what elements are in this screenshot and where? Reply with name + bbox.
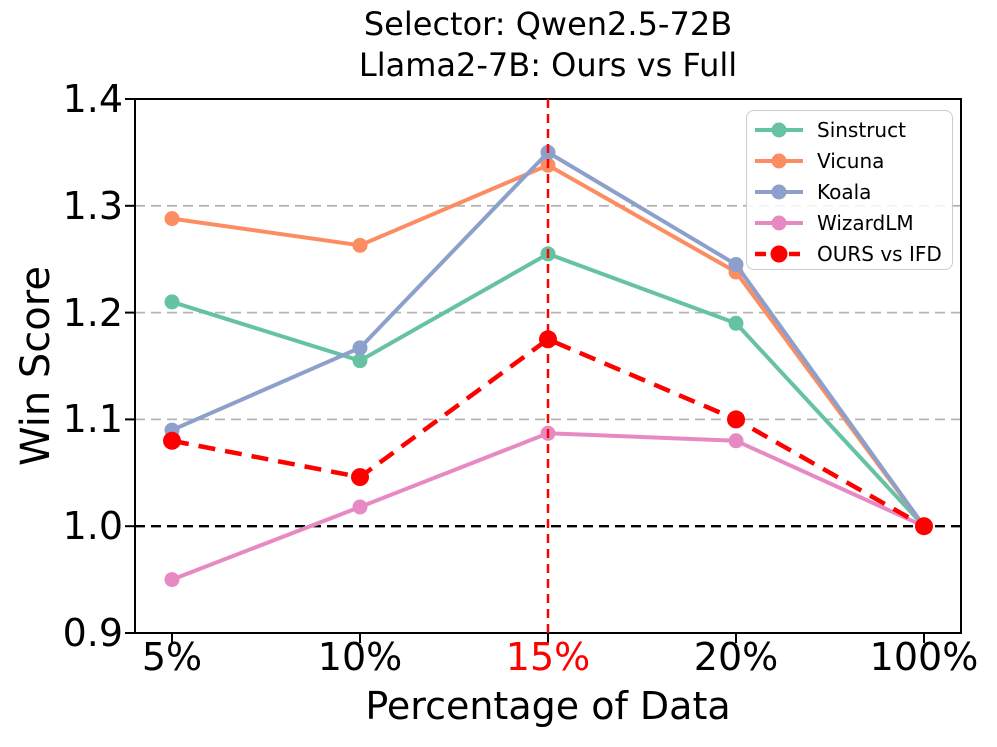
- series-marker: [351, 468, 369, 487]
- chart-title: Selector: Qwen2.5-72B Llama2-7B: Ours vs…: [135, 4, 961, 86]
- y-tick-label: 1.0: [62, 504, 123, 549]
- series-marker: [728, 315, 744, 331]
- y-tick-label: 1.4: [62, 77, 123, 121]
- x-tick-label: 10%: [317, 635, 403, 679]
- chart-title-line2: Llama2-7B: Ours vs Full: [358, 46, 738, 84]
- y-tick-label: 0.9: [62, 611, 123, 655]
- legend-item: OURS vs IFD: [754, 238, 952, 269]
- series-marker: [727, 410, 745, 429]
- y-axis-label: Win Score: [13, 266, 59, 466]
- y-tick-label: 1.3: [62, 183, 123, 228]
- legend-swatch: [755, 122, 803, 137]
- y-tick-label: 1.1: [62, 397, 123, 442]
- legend-label: Sinstruct: [817, 117, 906, 142]
- legend-item: Vicuna: [754, 145, 952, 176]
- x-tick-label: 100%: [869, 635, 979, 679]
- series-marker: [539, 330, 557, 349]
- legend-swatch: [755, 245, 803, 262]
- series-marker: [352, 499, 368, 515]
- x-tick-label: 5%: [141, 635, 203, 679]
- y-tick-label: 1.2: [62, 290, 123, 335]
- chart-title-line1: Selector: Qwen2.5-72B: [363, 5, 733, 43]
- legend-swatch: [755, 184, 803, 199]
- legend-swatch: [755, 215, 803, 230]
- series-marker: [352, 237, 368, 253]
- legend: Sinstruct Vicuna Koala WizardLM OURS vs IFD: [746, 110, 953, 270]
- legend-label: Koala: [817, 179, 872, 204]
- series-marker: [163, 431, 181, 450]
- series-marker: [728, 257, 744, 273]
- x-axis-label: Percentage of Data: [365, 684, 731, 728]
- legend-label: Vicuna: [817, 148, 885, 173]
- series-marker: [164, 572, 180, 588]
- legend-item: WizardLM: [754, 207, 952, 238]
- legend-swatch: [755, 153, 803, 168]
- x-tick-label: 15%: [505, 635, 591, 679]
- x-tick-label: 20%: [693, 635, 779, 679]
- legend-item: Sinstruct: [754, 114, 952, 145]
- series-marker: [915, 517, 933, 536]
- series-marker: [164, 294, 180, 310]
- legend-item: Koala: [754, 176, 952, 207]
- series-marker: [164, 211, 180, 227]
- legend-label: WizardLM: [817, 210, 914, 235]
- series-marker: [352, 353, 368, 369]
- legend-label: OURS vs IFD: [817, 241, 942, 266]
- series-marker: [352, 340, 368, 356]
- series-marker: [728, 433, 744, 449]
